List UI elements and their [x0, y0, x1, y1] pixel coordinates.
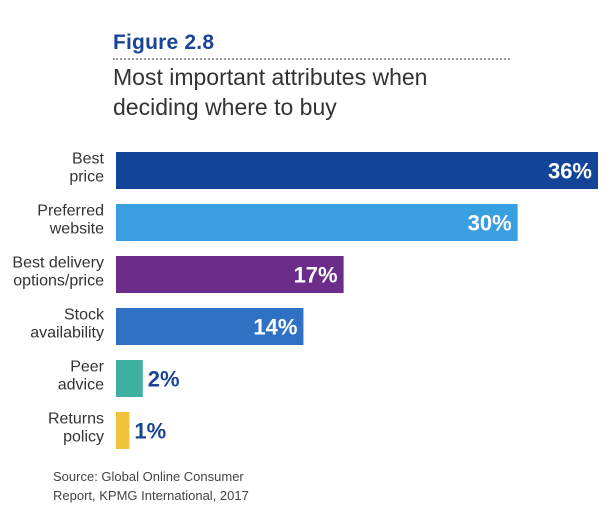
bar-chart: Best price 36% Preferred website 30% Best deli…	[12, 151, 598, 449]
bar-best-price	[116, 152, 598, 189]
category-label-best-delivery-options-price: Best delivery options/price	[12, 255, 104, 290]
bar-stock-availability	[116, 308, 304, 345]
bar-returns-policy	[116, 412, 130, 449]
value-label-stock-availability: 14%	[253, 315, 297, 340]
category-label-returns-policy: Returns policy	[48, 411, 104, 446]
category-label-preferred-website: Preferred website	[37, 203, 104, 238]
source-line-1: Source: Global Online Consumer	[53, 469, 244, 484]
category-label-best-price: Best price	[69, 151, 104, 186]
source-line-2: Report, KPMG International, 2017	[53, 488, 249, 503]
value-label-peer-advice: 2%	[148, 367, 180, 392]
bar-peer-advice	[116, 360, 143, 397]
title-divider	[113, 58, 510, 60]
value-label-preferred-website: 30%	[468, 211, 512, 236]
figure-label: Figure 2.8	[113, 31, 215, 54]
chart-title: Most important attributes when deciding …	[113, 64, 428, 120]
value-label-best-price: 36%	[548, 159, 592, 184]
category-label-peer-advice: Peer advice	[58, 359, 105, 394]
value-label-returns-policy: 1%	[134, 419, 166, 444]
category-label-stock-availability: Stock availability	[30, 307, 105, 342]
source-note: Source: Global Online Consumer Report, K…	[53, 467, 353, 505]
value-label-best-delivery-options-price: 17%	[294, 263, 338, 288]
bar-best-delivery-options-price	[116, 256, 344, 293]
bar-preferred-website	[116, 204, 518, 241]
